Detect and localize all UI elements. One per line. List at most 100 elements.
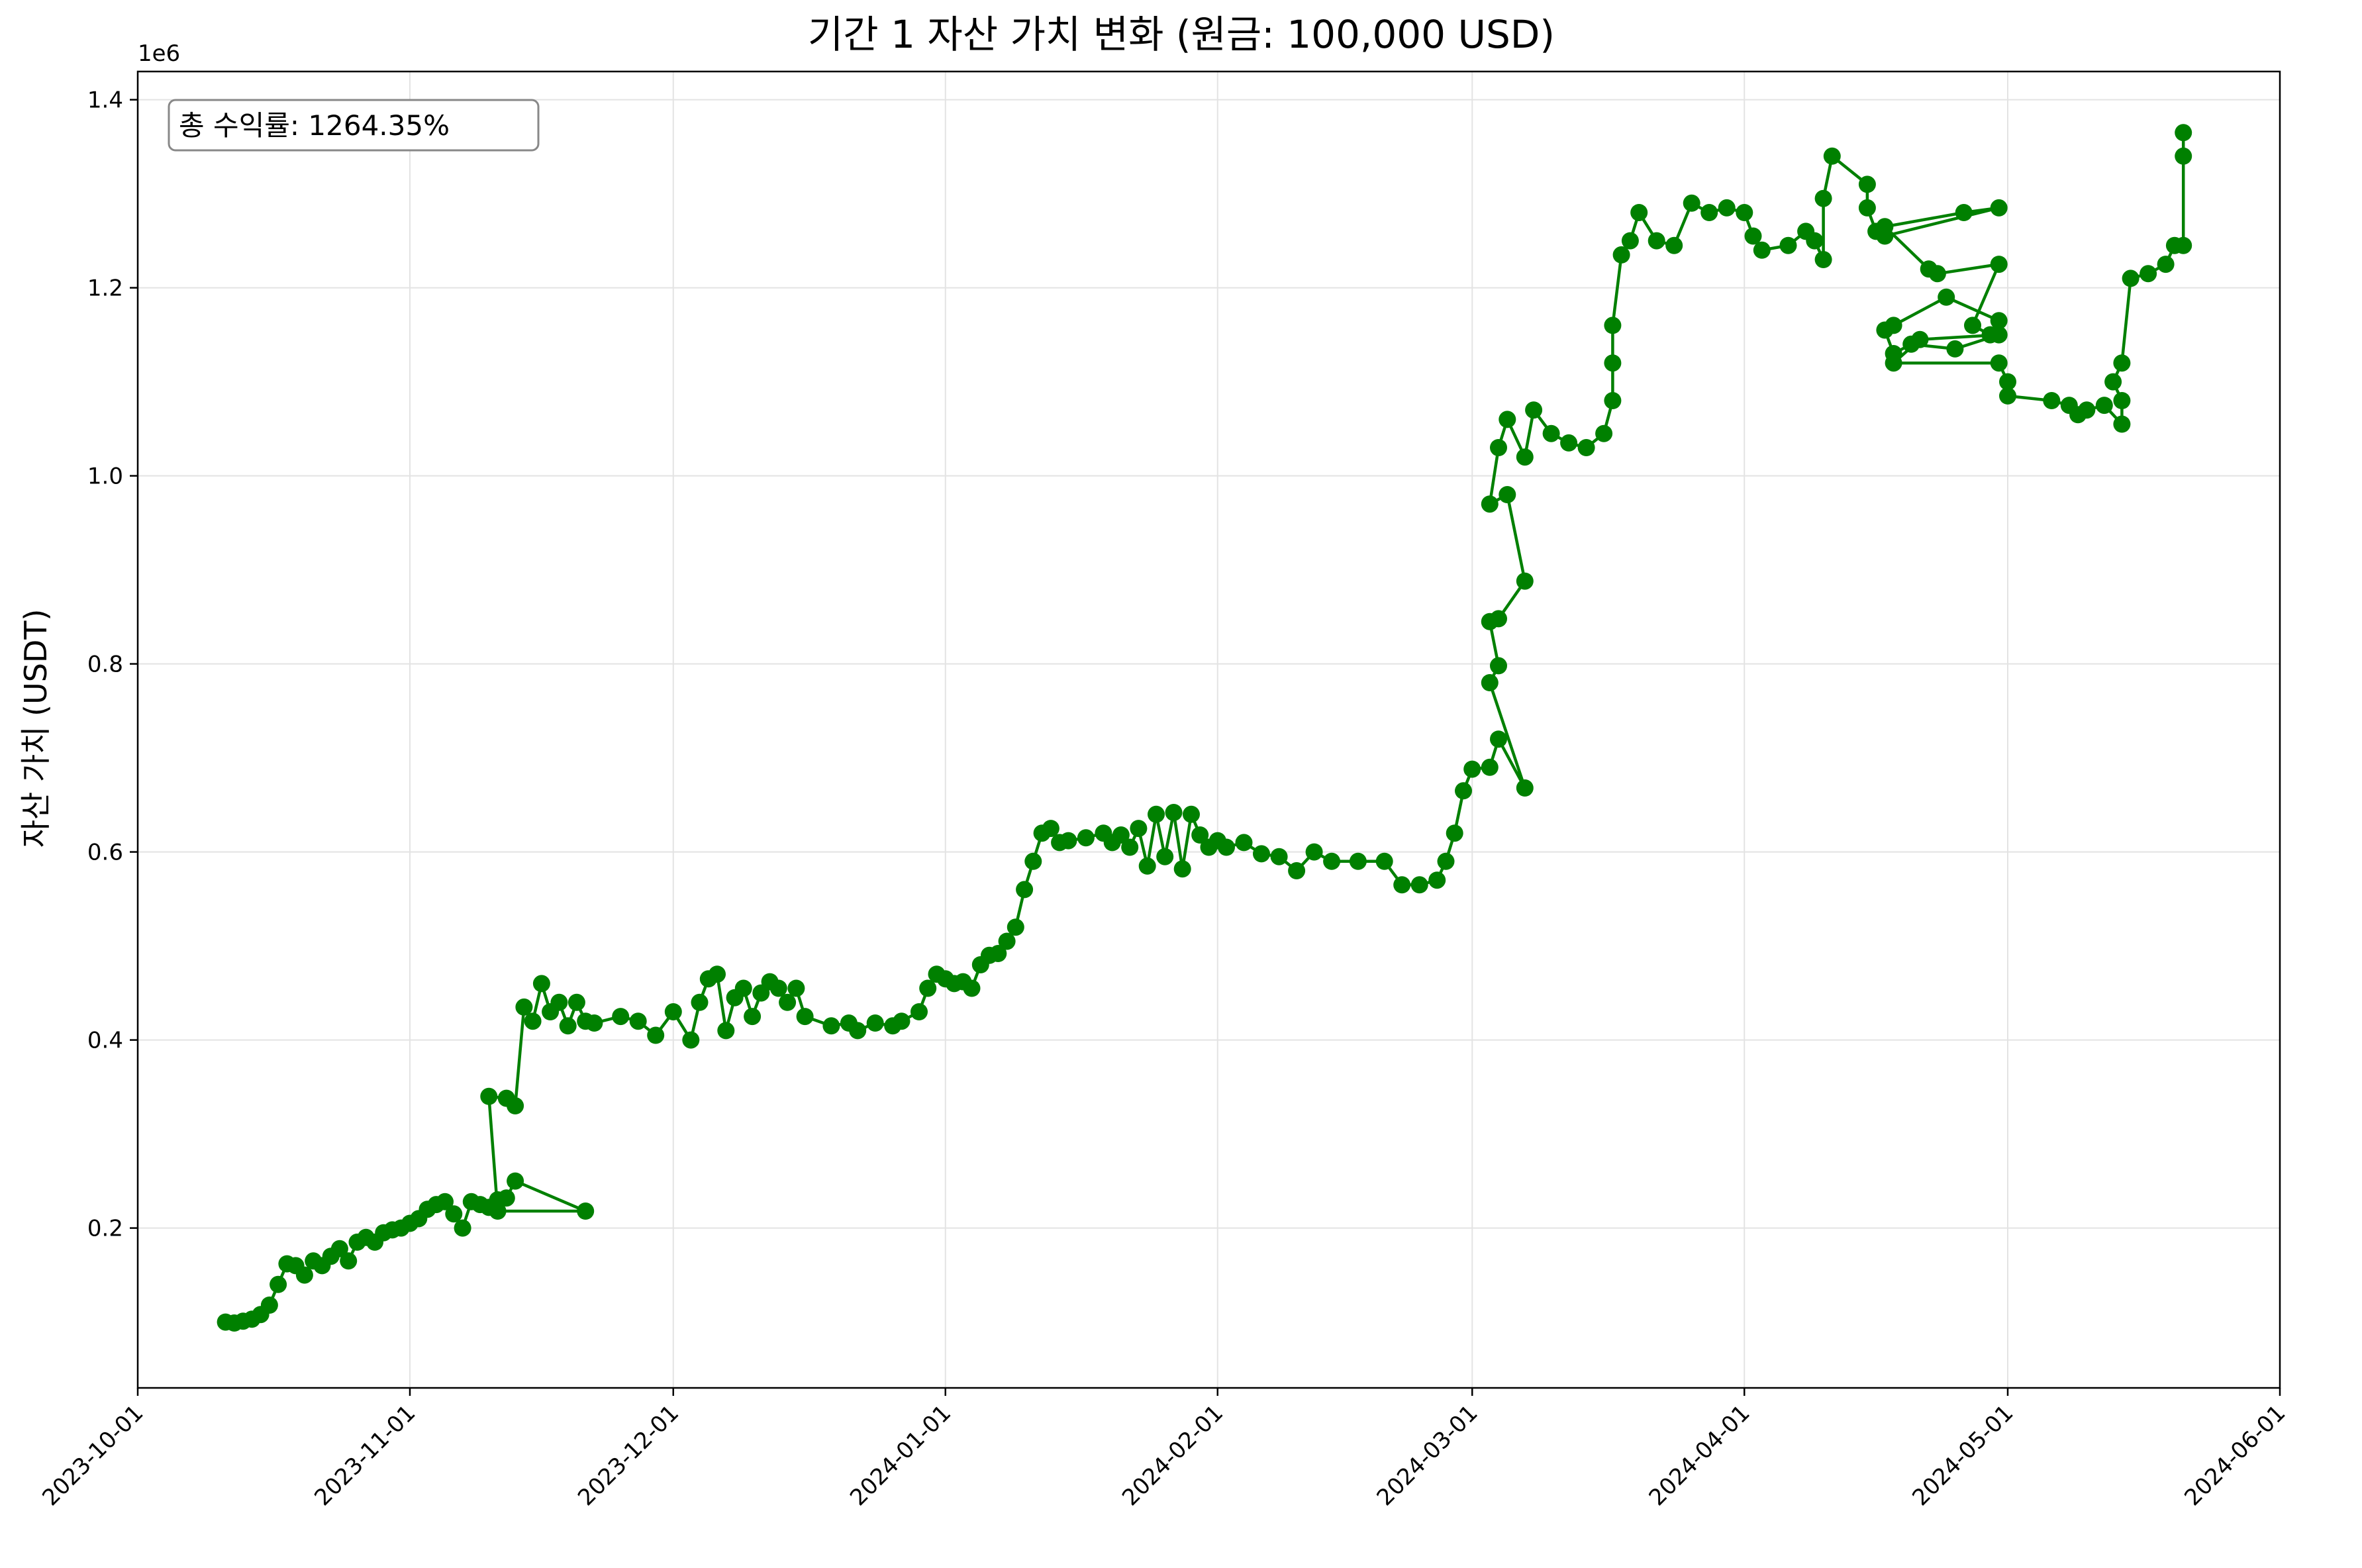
data-point [1235,834,1253,852]
data-point [1814,251,1832,268]
annotation-box [168,99,540,152]
data-point [515,998,533,1016]
data-point [1165,804,1183,821]
data-point [866,1014,884,1032]
data-point [1753,241,1771,259]
data-point [1595,424,1613,442]
data-point [559,1017,577,1035]
data-point [1946,340,1964,358]
data-point [682,1031,700,1049]
data-point [1481,674,1499,691]
data-point [507,1097,524,1114]
data-point [2113,354,2131,372]
data-point [1999,387,2016,405]
data-point [787,979,805,997]
data-point [1516,779,1534,797]
data-point [1938,288,1955,306]
data-point [1876,218,1894,236]
data-point [489,1202,507,1220]
data-point [1077,829,1095,847]
data-point [734,979,752,997]
data-point [664,1003,682,1020]
data-point [1499,411,1516,428]
data-point [1191,826,1209,844]
data-point [910,1003,928,1020]
data-point [1490,439,1507,456]
data-point [1542,424,1560,442]
data-point [2113,392,2131,409]
data-point [1718,199,1736,217]
data-point [1499,486,1516,503]
data-point [577,1202,595,1220]
data-point [989,945,1007,962]
data-point [1463,760,1481,778]
data-point [1481,758,1499,776]
data-point [1323,852,1341,870]
data-point [1218,838,1235,856]
data-line [225,132,2185,1325]
data-point [1305,843,1323,861]
data-point [1490,657,1507,675]
data-point [497,1189,515,1207]
data-point [919,979,937,997]
data-point [1630,204,1648,221]
data-point [717,1022,735,1040]
data-point [445,1205,463,1223]
data-point [1744,227,1762,245]
data-point [1016,881,1034,899]
data-point [998,932,1016,950]
data-point [2095,397,2113,415]
data-point [1253,845,1270,863]
data-point [507,1172,524,1190]
y-tick-label: 0.8 [87,652,123,678]
data-point [1612,246,1630,264]
data-point [1138,857,1156,875]
data-point [2078,401,2096,419]
data-point [1156,848,1174,865]
data-point [1823,147,1841,165]
y-offset-label: 1e6 [138,40,180,67]
data-point [1911,330,1929,348]
data-point [436,1193,454,1210]
data-point [1375,852,1393,870]
data-point [769,979,787,997]
y-axis-label: 자산 가치 (USDT) [18,609,54,848]
data-point [2175,147,2192,165]
data-point [796,1008,814,1026]
data-point [1455,782,1472,800]
data-point [2113,415,2131,433]
data-point [1700,204,1718,221]
data-point [1490,730,1507,748]
data-point [1024,852,1042,870]
data-point [744,1008,762,1026]
data-point [340,1252,358,1270]
data-point [1349,852,1367,870]
data-point [822,1017,840,1035]
data-point [1112,826,1130,844]
plot-frame [136,70,2281,1389]
data-point [585,1014,603,1032]
data-point [260,1297,278,1314]
total-return-annotation: 총 수익률: 1264.35% [179,109,450,142]
data-point [1121,838,1139,856]
data-point [1736,204,1753,221]
data-point [1481,495,1499,513]
data-point [1955,204,1973,221]
data-point [1428,871,1446,889]
data-point [691,993,709,1011]
data-point [567,993,585,1011]
data-point [1577,439,1595,456]
data-point [1876,321,1894,339]
data-point [963,979,981,997]
data-point [1516,572,1534,590]
data-point [1173,860,1191,878]
y-tick-label: 1.0 [87,464,123,490]
y-tick-label: 1.4 [87,87,123,114]
data-point [1410,876,1428,894]
y-axis: 0.2 0.4 0.6 0.8 1.0 1.2 1.4 [87,87,138,1242]
data-point [1779,236,1797,254]
data-point [629,1012,647,1030]
